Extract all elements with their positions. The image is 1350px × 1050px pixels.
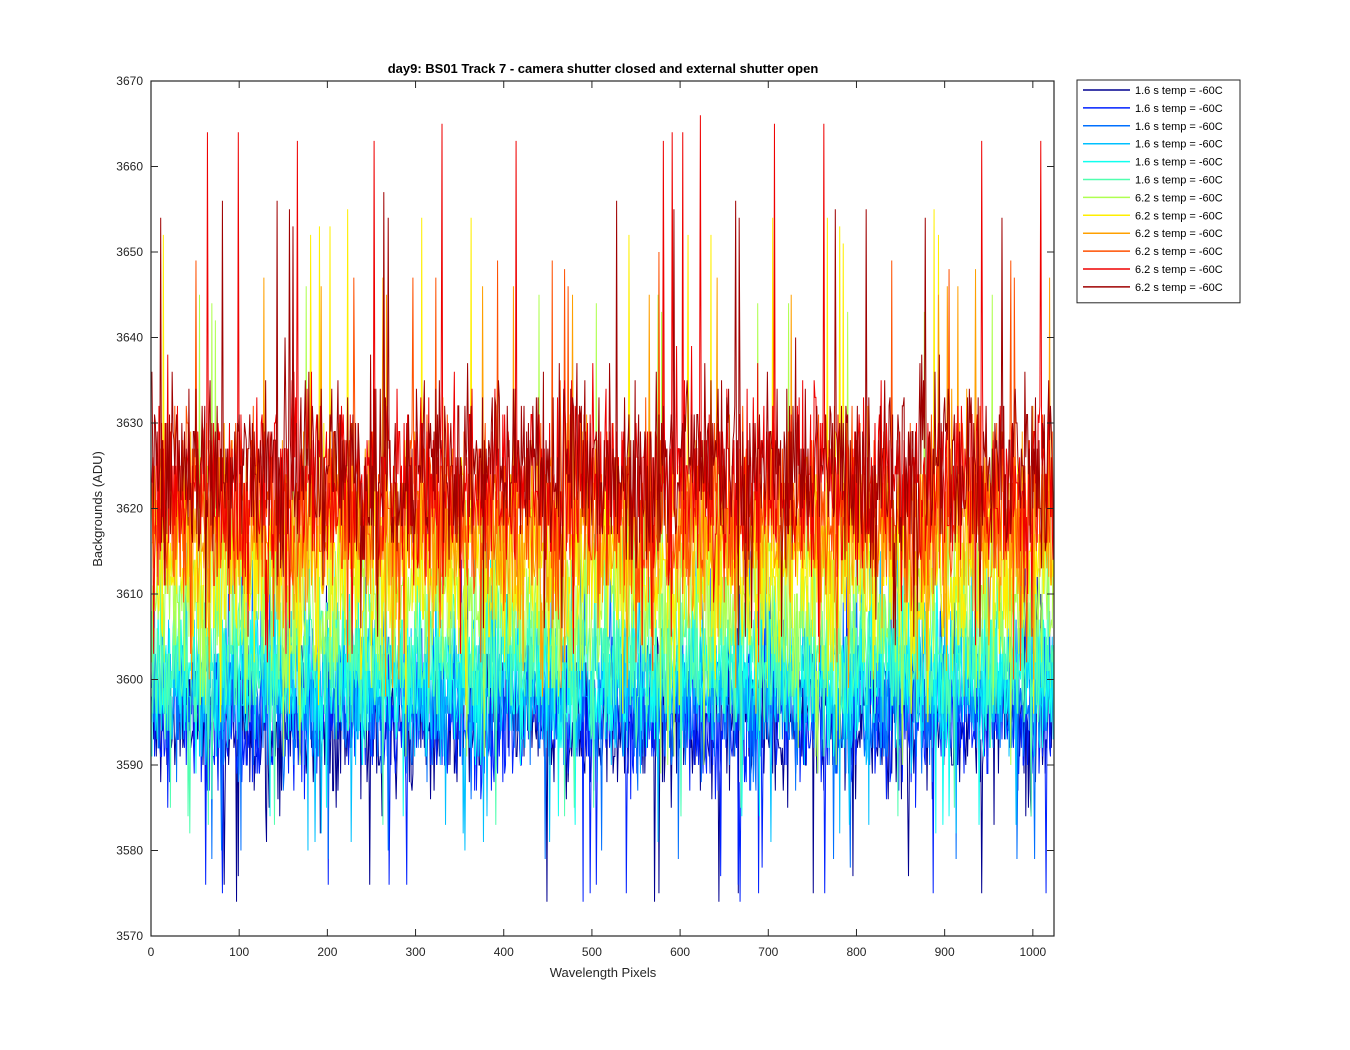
series-line-12	[151, 192, 1055, 646]
legend-label: 6.2 s temp = -60C	[1135, 228, 1223, 240]
legend-label: 6.2 s temp = -60C	[1135, 192, 1223, 204]
y-tick-label: 3590	[116, 758, 143, 772]
x-tick-label: 400	[494, 945, 514, 959]
x-tick-label: 200	[317, 945, 337, 959]
x-tick-label: 1000	[1019, 945, 1046, 959]
chart-title: day9: BS01 Track 7 - camera shutter clos…	[388, 61, 819, 76]
plot-area	[151, 115, 1055, 902]
legend-label: 6.2 s temp = -60C	[1135, 210, 1223, 222]
x-tick-label: 600	[670, 945, 690, 959]
x-tick-label: 100	[229, 945, 249, 959]
y-tick-label: 3620	[116, 502, 143, 516]
x-tick-label: 300	[406, 945, 426, 959]
axes: 0 100 200 300 400 500 600 700 800 900 1000 3570 3580…	[116, 74, 1055, 959]
legend-label: 1.6 s temp = -60C	[1135, 121, 1223, 133]
y-axis-label: Backgrounds (ADU)	[90, 451, 105, 567]
legend-label: 1.6 s temp = -60C	[1135, 139, 1223, 151]
legend-label: 1.6 s temp = -60C	[1135, 175, 1223, 187]
legend-label: 6.2 s temp = -60C	[1135, 282, 1223, 294]
x-axis-label: Wavelength Pixels	[550, 965, 657, 980]
y-tick-label: 3630	[116, 416, 143, 430]
legend-label: 6.2 s temp = -60C	[1135, 246, 1223, 258]
x-tick-label: 700	[758, 945, 778, 959]
legend: 1.6 s temp = -60C 1.6 s temp = -60C 1.6 s …	[1076, 79, 1241, 304]
y-tick-label: 3650	[116, 245, 143, 259]
x-tick-label: 800	[846, 945, 866, 959]
legend-box	[1076, 79, 1241, 304]
y-tick-label: 3640	[116, 331, 143, 345]
x-tick-label: 0	[148, 945, 155, 959]
legend-label: 6.2 s temp = -60C	[1135, 264, 1223, 276]
y-tick-label: 3660	[116, 160, 143, 174]
x-tick-label: 900	[935, 945, 955, 959]
legend-label: 1.6 s temp = -60C	[1135, 103, 1223, 115]
y-tick-label: 3610	[116, 587, 143, 601]
x-tick-label: 500	[582, 945, 602, 959]
y-tick-label: 3570	[116, 929, 143, 943]
legend-label: 1.6 s temp = -60C	[1135, 157, 1223, 169]
y-tick-label: 3670	[116, 74, 143, 88]
y-tick-label: 3580	[116, 844, 143, 858]
y-tick-label: 3600	[116, 673, 143, 687]
legend-label: 1.6 s temp = -60C	[1135, 85, 1223, 97]
